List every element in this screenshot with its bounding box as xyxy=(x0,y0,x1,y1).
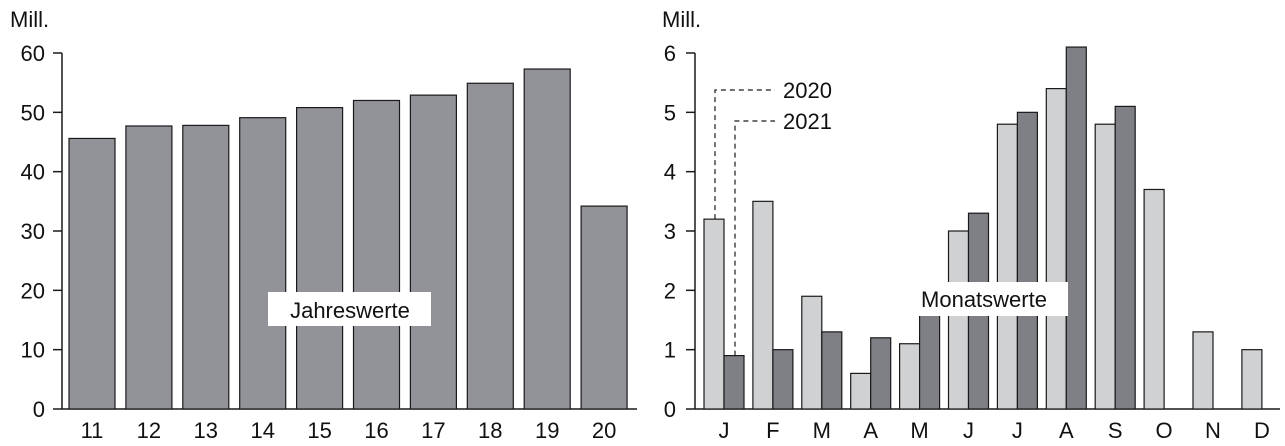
bar-2020 xyxy=(898,343,921,410)
x-tick-label: A xyxy=(1059,418,1074,441)
y-tick-label: 1 xyxy=(664,338,676,363)
monthly-bar-chart: 0 1 2 3 4 5 6 Mill. J F M A M J J A S O N D 2020 2021 Monatswe… xyxy=(662,7,1280,443)
y-tick-label: 0 xyxy=(664,397,676,422)
bar-2021 xyxy=(821,331,843,410)
bar xyxy=(239,117,287,410)
bar-2021 xyxy=(918,310,941,410)
bar-2021 xyxy=(772,349,794,410)
y-tick-label: 40 xyxy=(21,160,45,185)
bar xyxy=(466,82,514,410)
x-tick-label: N xyxy=(1205,418,1221,441)
bar-2021 xyxy=(1065,46,1087,410)
y-tick-label: 5 xyxy=(664,100,676,125)
x-tick-label: 20 xyxy=(592,418,616,441)
x-tick-label: 11 xyxy=(81,418,104,441)
bar xyxy=(125,125,173,410)
x-tick-label: M xyxy=(910,418,928,441)
x-tick-label: D xyxy=(1254,418,1270,441)
y-tick-label: 50 xyxy=(21,100,45,125)
x-tick-label: 16 xyxy=(364,418,388,441)
x-tick-label: O xyxy=(1156,418,1173,441)
x-tick-label: 19 xyxy=(535,418,559,441)
bar-2020 xyxy=(703,218,725,410)
y-tick-label: 6 xyxy=(664,41,676,66)
y-tick-label: 60 xyxy=(21,41,45,66)
x-tick-label: 13 xyxy=(194,418,218,441)
bar-2021 xyxy=(1016,111,1039,410)
x-tick-label: J xyxy=(963,418,974,441)
x-tick-label: 15 xyxy=(307,418,331,441)
bar xyxy=(352,99,401,410)
annotation-background xyxy=(900,282,1068,316)
y-tick-label: 3 xyxy=(664,219,676,244)
x-tick-label: M xyxy=(813,418,831,441)
bar xyxy=(523,68,571,410)
legend-label-2020: 2020 xyxy=(783,78,832,103)
bar-2020 xyxy=(801,295,823,410)
y-tick-label: 10 xyxy=(21,338,45,363)
bar xyxy=(182,124,230,410)
bar-2021 xyxy=(723,355,745,410)
y-unit-label: Mill. xyxy=(662,7,701,32)
bar-2020 xyxy=(752,200,774,410)
y-tick-label: 0 xyxy=(33,397,45,422)
legend-leader-2020 xyxy=(714,89,775,220)
bar-2020 xyxy=(1241,349,1263,410)
y-tick-label: 20 xyxy=(21,278,45,303)
bar-2020 xyxy=(1045,87,1067,410)
annotation-label: Monatswerte xyxy=(921,287,1047,312)
bar-2021 xyxy=(1114,105,1136,410)
x-tick-label: J xyxy=(719,418,730,441)
legend-label-2021: 2021 xyxy=(783,109,832,134)
x-tick-label: 14 xyxy=(250,418,274,441)
x-tick-label: S xyxy=(1108,418,1123,441)
bar xyxy=(409,94,457,410)
x-tick-label: 12 xyxy=(137,418,161,441)
bar-2020 xyxy=(1143,188,1165,410)
annotation-background xyxy=(268,292,431,326)
y-tick-label: 4 xyxy=(664,160,676,185)
y-tick-label: 2 xyxy=(664,278,676,303)
bar-2021 xyxy=(870,337,892,410)
y-tick-label: 30 xyxy=(21,219,45,244)
bar-2020 xyxy=(1094,123,1116,410)
x-tick-label: F xyxy=(766,418,779,441)
x-tick-label: A xyxy=(863,418,878,441)
bar xyxy=(68,137,116,410)
x-tick-label: J xyxy=(1012,418,1023,441)
bar-2020 xyxy=(1192,331,1214,410)
legend-leader-2021 xyxy=(734,120,775,356)
bar-2020 xyxy=(996,123,1019,410)
bar-2020 xyxy=(947,230,970,410)
bar xyxy=(580,205,628,410)
bar-2020 xyxy=(850,372,872,410)
annotation-label: Jahreswerte xyxy=(290,298,410,323)
x-tick-label: 18 xyxy=(478,418,502,441)
yearly-bar-chart: 0 10 20 30 40 50 60 Mill. 11 12 13 14 15 16 17 18 19 20 Ja… xyxy=(10,7,637,443)
bar xyxy=(296,106,344,410)
x-tick-label: 17 xyxy=(421,418,445,441)
y-unit-label: Mill. xyxy=(10,7,49,32)
